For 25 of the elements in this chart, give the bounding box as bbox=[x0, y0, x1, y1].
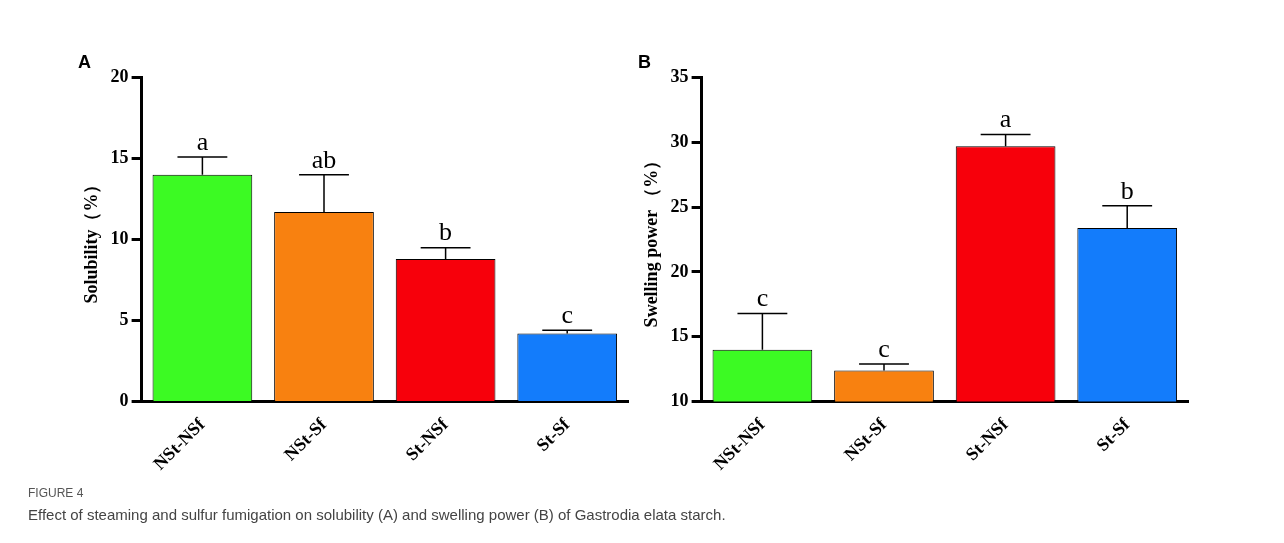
y-tick-label: 0 bbox=[119, 390, 129, 411]
chart-title: A bbox=[78, 51, 91, 72]
annotation: c bbox=[561, 300, 573, 330]
annotation: a bbox=[196, 126, 209, 156]
annotation: ab bbox=[311, 144, 337, 174]
chart-title: B bbox=[638, 51, 651, 72]
y-axis-title: Solubility（%） bbox=[81, 175, 102, 304]
y-tick-label: 20 bbox=[110, 66, 129, 87]
y-tick-label: 35 bbox=[670, 66, 689, 87]
annotation: c bbox=[878, 333, 890, 363]
y-tick-label: 5 bbox=[119, 309, 129, 330]
caption: FIGURE 4 bbox=[28, 486, 85, 500]
annotation: b bbox=[439, 217, 453, 247]
y-axis-title: Swelling power （%） bbox=[641, 151, 662, 328]
y-tick-label: 15 bbox=[670, 325, 689, 346]
y-tick-label: 10 bbox=[110, 228, 129, 249]
y-tick-label: 30 bbox=[670, 131, 689, 152]
annotation: a bbox=[999, 104, 1012, 134]
y-tick-label: 20 bbox=[670, 260, 689, 281]
y-tick-label: 15 bbox=[110, 147, 129, 168]
annotation: b bbox=[1120, 175, 1134, 205]
y-tick-label: 25 bbox=[670, 195, 689, 216]
y-tick-label: 10 bbox=[670, 390, 689, 411]
annotation: c bbox=[756, 283, 769, 313]
text: Effect of steaming and sulfur fumigation on solubility (A) and swelling power (B) of Gastrodia elata starch. bbox=[28, 506, 727, 523]
